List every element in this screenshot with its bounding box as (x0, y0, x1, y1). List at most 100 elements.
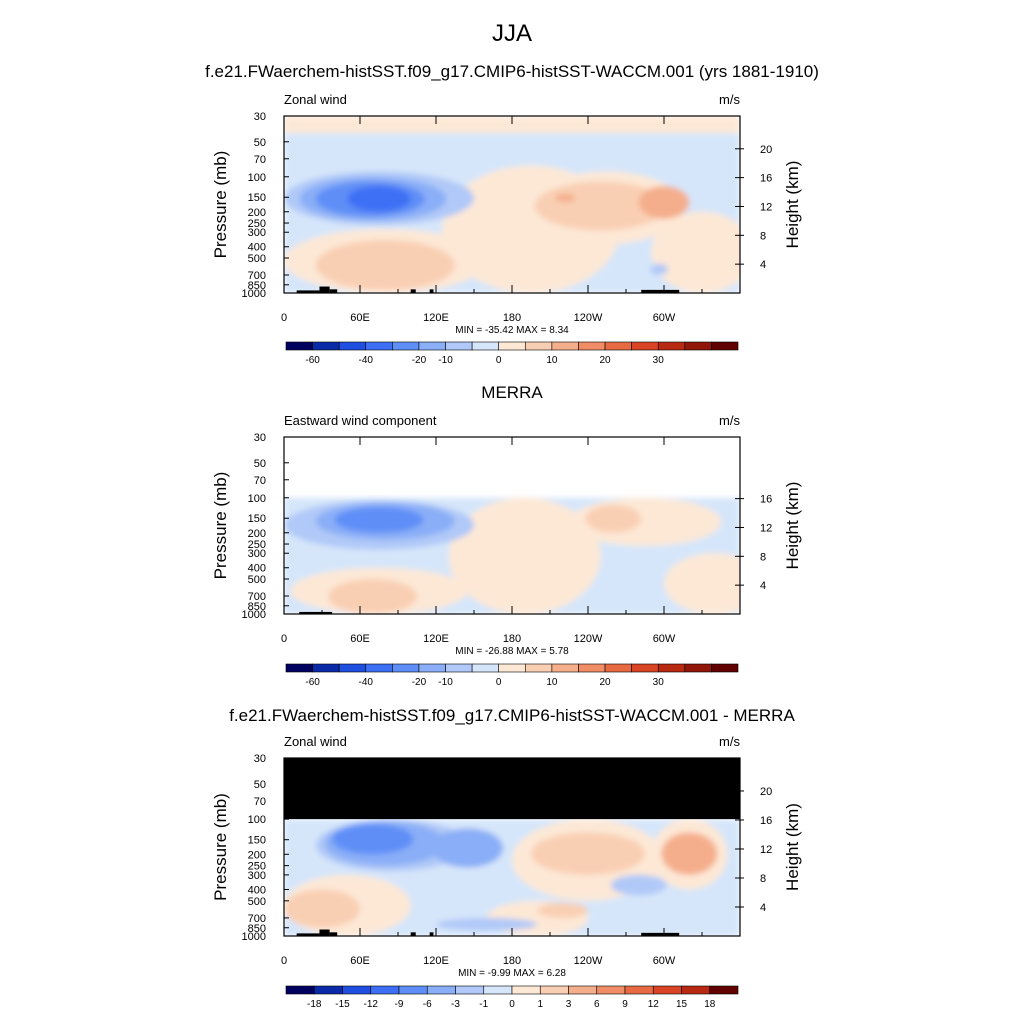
pressure-tick-label: 300 (248, 227, 266, 239)
pressure-tick-label: 200 (248, 207, 266, 219)
pressure-tick-label: 100 (248, 172, 266, 184)
pressure-tick-label: 400 (248, 884, 266, 896)
colorbar-swatch (498, 341, 526, 351)
pressure-tick-label: 250 (248, 218, 266, 230)
colorbar-swatch (657, 663, 686, 673)
colorbar-label: -18 (307, 999, 322, 1010)
units-label: m/s (719, 734, 740, 749)
pressure-tick-label: 500 (248, 896, 266, 908)
colorbar-swatch (624, 985, 654, 995)
colorbar-swatch (551, 663, 579, 673)
positive-region (585, 504, 642, 533)
colorbar-swatch (684, 663, 712, 673)
colorbar-swatch (398, 985, 428, 995)
colorbar-swatch (483, 985, 513, 995)
pressure-tick-label: 100 (248, 493, 266, 505)
topography-mask (329, 932, 338, 936)
pressure-tick-label: 150 (248, 513, 266, 525)
colorbar-swatch (551, 341, 579, 351)
pressure-tick-label: 850 (248, 923, 266, 935)
colorbar-swatch (711, 341, 739, 351)
colorbar-swatch (681, 985, 711, 995)
colorbar-swatch (604, 663, 632, 673)
colorbar-label: -3 (451, 999, 460, 1010)
lon-tick-label: 120E (423, 312, 449, 324)
contour-field (284, 116, 740, 293)
colorbar-swatch (312, 663, 340, 673)
min-max-stats: MIN = -35.42 MAX = 8.34 (455, 325, 569, 336)
colorbar-swatch (285, 663, 313, 673)
pressure-tick-label: 400 (248, 563, 266, 575)
positive-region (315, 240, 455, 291)
lon-tick-label: 60E (350, 955, 370, 967)
height-tick-label: 16 (760, 173, 772, 185)
colorbar-swatch (652, 985, 682, 995)
height-tick-label: 4 (760, 580, 766, 592)
colorbar-label: 10 (546, 677, 558, 688)
colorbar-swatch (596, 985, 626, 995)
colorbar-swatch (524, 341, 553, 351)
y-axis-title-right: Height (km) (783, 161, 802, 249)
topography-mask (296, 933, 320, 936)
topography-mask (319, 286, 330, 293)
pressure-tick-label: 200 (248, 528, 266, 540)
height-tick-label: 4 (760, 259, 766, 271)
pressure-tick-label: 500 (248, 574, 266, 586)
colorbar-label: 18 (704, 999, 716, 1010)
height-tick-label: 12 (760, 201, 772, 213)
colorbar-label: 0 (509, 999, 515, 1010)
colorbar-swatch (313, 985, 343, 995)
colorbar-swatch (455, 985, 485, 995)
lon-tick-label: 60W (653, 633, 676, 645)
pressure-tick-label: 30 (254, 753, 266, 765)
min-max-stats: MIN = -26.88 MAX = 5.78 (455, 646, 569, 657)
colorbar-label: -6 (423, 999, 432, 1010)
colorbar-swatch (338, 341, 367, 351)
positive-region (328, 579, 417, 614)
lon-tick-label: 120E (423, 955, 449, 967)
units-label: m/s (719, 413, 740, 428)
colorbar-swatch (285, 341, 313, 351)
height-tick-label: 16 (760, 494, 772, 506)
colorbar-swatch (418, 341, 446, 351)
negative-region (610, 874, 667, 896)
positive-region (531, 832, 645, 875)
pressure-tick-label: 250 (248, 861, 266, 873)
colorbar-swatch (365, 341, 393, 351)
colorbar-swatch (445, 663, 473, 673)
lon-tick-label: 120W (574, 633, 603, 645)
colorbar-swatch (445, 341, 473, 351)
pressure-tick-label: 850 (248, 280, 266, 292)
main-title: JJA (491, 20, 532, 47)
height-tick-label: 8 (760, 873, 766, 885)
colorbar-label: 30 (653, 677, 665, 688)
colorbar-label: -15 (335, 999, 350, 1010)
variable-label: Zonal wind (284, 734, 347, 749)
positive-region (651, 211, 740, 293)
topography-mask (641, 289, 680, 293)
positive-region (555, 193, 576, 203)
positive-region (284, 889, 360, 928)
field-top-band (284, 116, 740, 133)
lon-tick-label: 120E (423, 633, 449, 645)
pressure-tick-label: 700 (248, 913, 266, 925)
pressure-tick-label: 70 (254, 154, 266, 166)
pressure-tick-label: 300 (248, 548, 266, 560)
lon-tick-label: 0 (281, 955, 287, 967)
colorbar-label: 10 (546, 355, 558, 366)
topography-mask (410, 932, 416, 936)
lon-tick-label: 180 (503, 312, 521, 324)
colorbar-label: 0 (496, 355, 502, 366)
colorbar-swatch (392, 663, 420, 673)
pressure-tick-label: 1000 (242, 931, 266, 943)
units-label: m/s (719, 92, 740, 107)
colorbar-label: -9 (395, 999, 404, 1010)
colorbar-swatch (418, 663, 446, 673)
colorbar-swatch (709, 985, 739, 995)
lon-tick-label: 60W (653, 955, 676, 967)
lon-tick-label: 60W (653, 312, 676, 324)
pressure-tick-label: 1000 (242, 288, 266, 300)
topography-mask (429, 932, 434, 936)
colorbar-swatch (684, 341, 712, 351)
panel-title-diff: f.e21.FWaerchem-histSST.f09_g17.CMIP6-hi… (229, 706, 795, 725)
